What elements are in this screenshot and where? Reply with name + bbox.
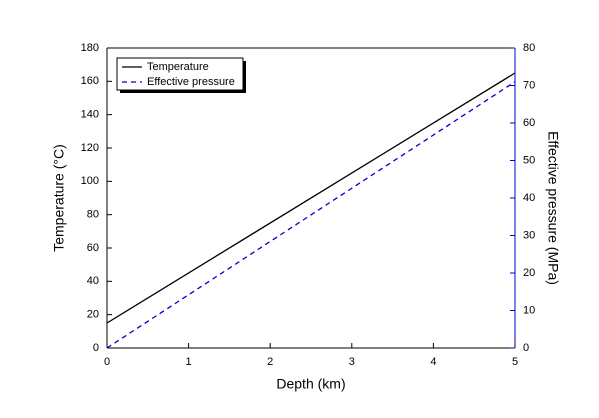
x-tick-label: 5 xyxy=(512,356,518,368)
x-tick-label: 1 xyxy=(186,356,192,368)
x-tick-label: 3 xyxy=(349,356,355,368)
y-tick-label: 120 xyxy=(81,142,99,154)
y2-tick-label: 20 xyxy=(523,267,535,279)
y-tick-label: 160 xyxy=(81,75,99,87)
y2-tick-label: 50 xyxy=(523,154,535,166)
y-tick-label: 140 xyxy=(81,109,99,121)
y-tick-label: 60 xyxy=(87,242,99,254)
legend-box xyxy=(116,57,244,91)
x-axis-label: Depth (km) xyxy=(276,376,345,392)
y2-tick-label: 80 xyxy=(523,42,535,54)
y2-tick-label: 10 xyxy=(523,304,535,316)
series-line xyxy=(106,72,516,324)
x-tick-label: 0 xyxy=(104,356,110,368)
series-line xyxy=(106,81,516,349)
legend-label: Temperature xyxy=(147,61,209,73)
y-tick-label: 0 xyxy=(93,342,99,354)
legend-label: Effective pressure xyxy=(147,76,235,88)
x-tick-label: 4 xyxy=(430,356,436,368)
y-axis-label: Temperature (°C) xyxy=(51,144,67,252)
y-tick-label: 80 xyxy=(87,209,99,221)
y2-tick-label: 0 xyxy=(523,342,529,354)
y-tick-label: 40 xyxy=(87,275,99,287)
x-tick-label: 2 xyxy=(267,356,273,368)
y-tick-label: 20 xyxy=(87,309,99,321)
y2-tick-label: 40 xyxy=(523,192,535,204)
y-tick-label: 180 xyxy=(81,42,99,54)
y2-tick-label: 60 xyxy=(523,117,535,129)
y2-tick-label: 70 xyxy=(523,79,535,91)
y2-axis-label: Effective pressure (MPa) xyxy=(545,131,561,285)
y-tick-label: 100 xyxy=(81,175,99,187)
y2-tick-label: 30 xyxy=(523,229,535,241)
